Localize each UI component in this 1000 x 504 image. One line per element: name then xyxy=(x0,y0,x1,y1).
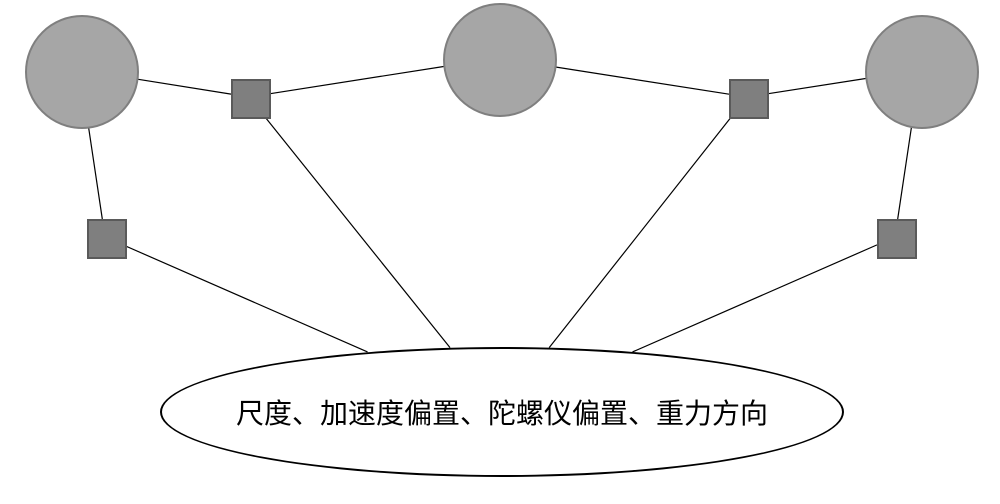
ellipse-node: 尺度、加速度偏置、陀螺仪偏置、重力方向 xyxy=(160,347,844,477)
edge xyxy=(123,245,368,352)
circle-node xyxy=(443,3,557,117)
edge xyxy=(552,67,729,95)
square-node xyxy=(231,79,271,119)
square-node xyxy=(87,219,127,259)
diagram-canvas: 尺度、加速度偏置、陀螺仪偏置、重力方向 xyxy=(0,0,1000,504)
edge xyxy=(765,78,866,94)
edge xyxy=(898,124,912,219)
circle-node xyxy=(865,15,979,129)
edge xyxy=(88,124,102,219)
square-node xyxy=(877,219,917,259)
edge xyxy=(263,115,450,348)
square-node xyxy=(729,79,769,119)
circle-node xyxy=(25,15,139,129)
edge xyxy=(134,79,231,94)
edge xyxy=(632,245,877,352)
edge xyxy=(549,115,733,348)
ellipse-label: 尺度、加速度偏置、陀螺仪偏置、重力方向 xyxy=(236,392,768,432)
edge xyxy=(267,67,444,95)
